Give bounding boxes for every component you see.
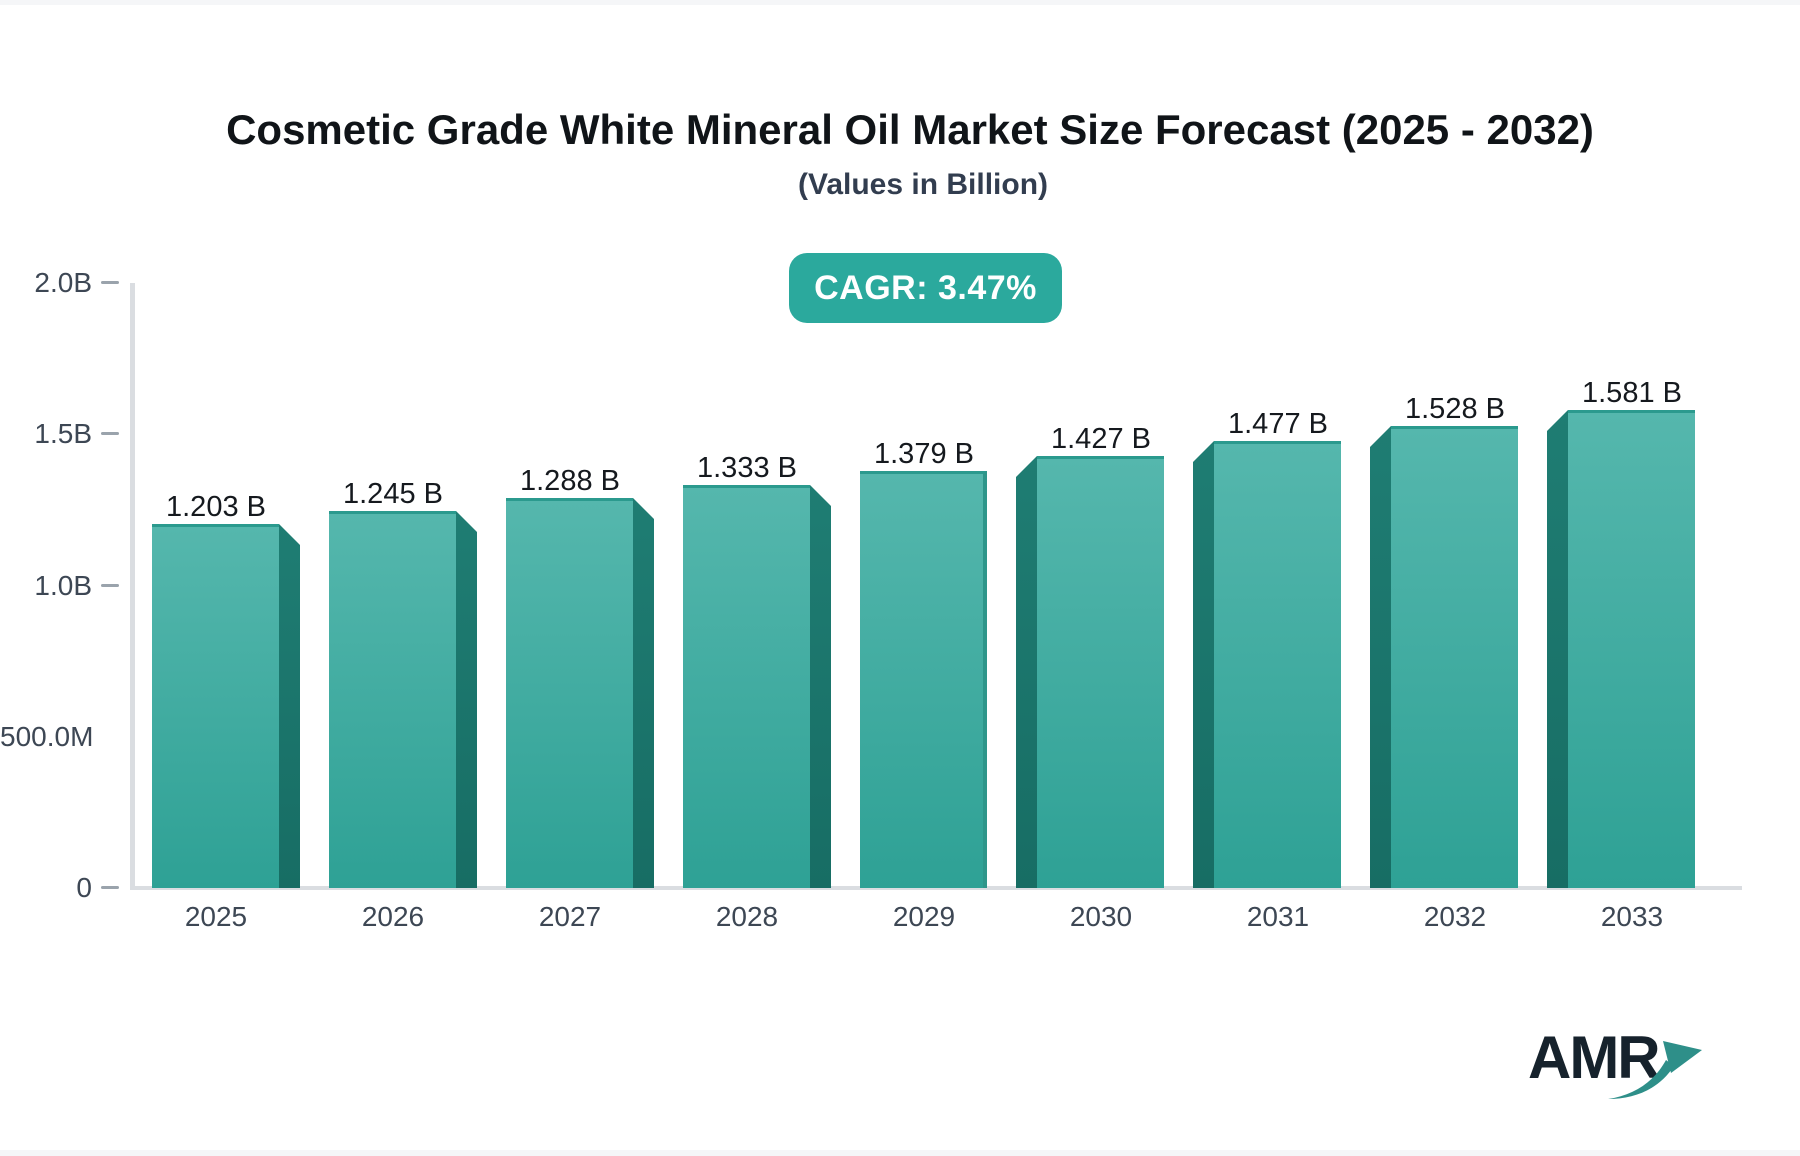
x-axis-label: 2029 <box>892 901 956 932</box>
bar-2033 <box>1568 410 1695 888</box>
cagr-badge: CAGR: 3.47% <box>789 253 1062 323</box>
x-axis-label: 2032 <box>1423 901 1487 932</box>
bar-value-label: 1.581 B <box>1582 377 1682 409</box>
y-axis-tick <box>101 432 119 435</box>
bar-side-face <box>1547 410 1568 888</box>
x-axis-line <box>130 886 1742 890</box>
x-axis-label: 2025 <box>184 901 248 932</box>
bar-value-label: 1.477 B <box>1228 408 1328 440</box>
cagr-badge-label: CAGR: 3.47% <box>814 268 1037 307</box>
bar-side-face <box>1370 426 1391 888</box>
bar-side-face <box>810 485 831 888</box>
bar-side-face <box>456 511 477 888</box>
y-axis-label: 0 <box>76 872 92 903</box>
bar-2031 <box>1214 441 1341 888</box>
bar-side-face <box>279 524 300 888</box>
bar-side-face <box>633 498 654 888</box>
bar-value-label: 1.203 B <box>166 491 266 523</box>
bar-value-label: 1.379 B <box>874 438 974 470</box>
bar-value-label: 1.528 B <box>1405 393 1505 425</box>
bar-2025 <box>152 524 279 888</box>
chart-title: Cosmetic Grade White Mineral Oil Market … <box>226 106 1594 153</box>
y-axis-label: 1.0B <box>34 570 92 601</box>
x-axis-label: 2026 <box>361 901 425 932</box>
page-frame-top <box>0 0 1800 5</box>
y-axis-label: 2.0B <box>34 267 92 298</box>
y-axis-tick <box>101 886 119 889</box>
bar-side-face <box>1016 456 1037 888</box>
x-axis-label: 2030 <box>1069 901 1133 932</box>
bar-value-label: 1.427 B <box>1051 423 1151 455</box>
y-axis-line <box>130 283 135 890</box>
x-axis-label: 2028 <box>715 901 779 932</box>
page-frame-bottom <box>0 1150 1800 1156</box>
bar-2029 <box>860 471 987 888</box>
x-axis-label: 2033 <box>1600 901 1664 932</box>
bar-side-face <box>1193 441 1214 888</box>
y-axis-label: 1.5B <box>34 418 92 449</box>
chart-subtitle: (Values in Billion) <box>797 168 1049 201</box>
y-axis-label: 500.0M <box>0 721 94 752</box>
bar-value-label: 1.245 B <box>343 478 443 510</box>
bar-value-label: 1.333 B <box>697 452 797 484</box>
trending-up-arrow-icon <box>1608 1041 1702 1099</box>
brand-logo: AMR <box>1528 1028 1728 1118</box>
y-axis-tick <box>101 281 119 284</box>
x-axis-label: 2031 <box>1246 901 1310 932</box>
bar-2026 <box>329 511 456 888</box>
bar-value-label: 1.288 B <box>520 465 620 497</box>
bar-2032 <box>1391 426 1518 888</box>
bar-2030 <box>1037 456 1164 888</box>
x-axis-label: 2027 <box>538 901 602 932</box>
y-axis-tick <box>101 584 119 587</box>
brand-logo-text: AMR <box>1528 1024 1661 1091</box>
bar-2027 <box>506 498 633 888</box>
bar-2028 <box>683 485 810 888</box>
